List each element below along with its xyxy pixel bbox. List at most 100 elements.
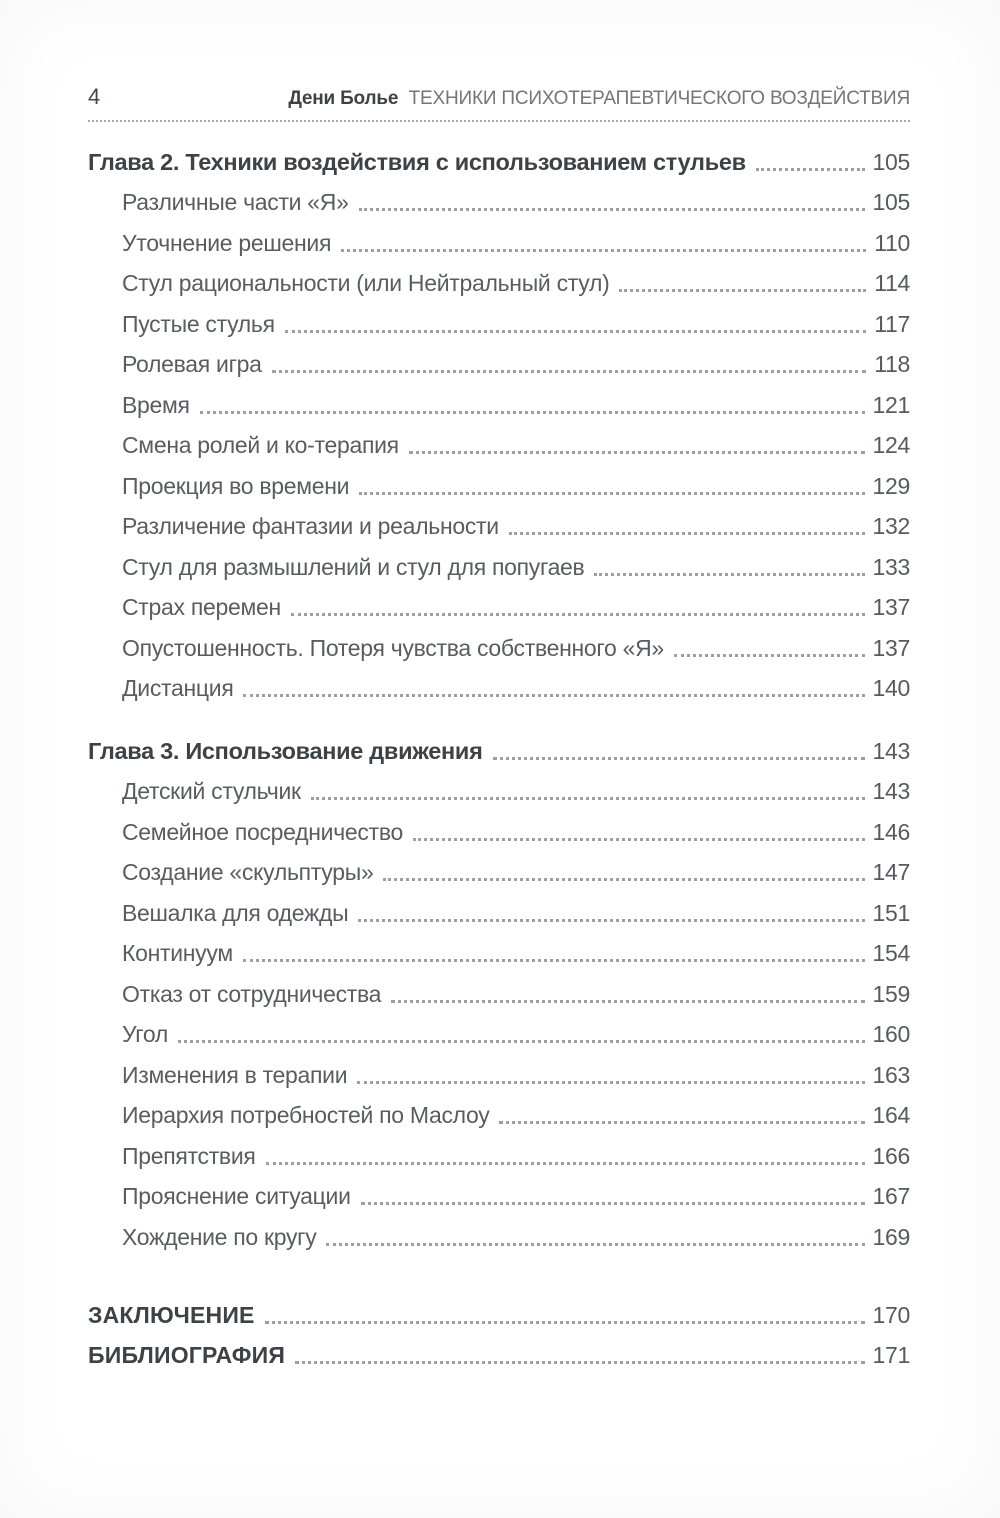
dot-leader: [199, 410, 865, 414]
toc-entry-page: 133: [872, 553, 911, 580]
toc-entry-title: Создание «скульптуры»: [122, 859, 374, 885]
toc-entry-page: 105: [872, 189, 911, 215]
toc-section-chapter-2: Глава 2. Техники воздействия с использов…: [88, 139, 910, 706]
toc-entry-page: 159: [872, 980, 911, 1007]
toc-entry-page: 118: [874, 351, 910, 377]
toc-entry-title: Иерархия потребностей по Маслоу: [122, 1102, 490, 1128]
toc-entry-page: 110: [874, 229, 910, 256]
toc-entry-page: 140: [872, 675, 911, 701]
dot-leader: [383, 878, 865, 881]
dot-leader: [594, 572, 865, 576]
toc-entry-page: 147: [872, 859, 911, 885]
running-head-book-title: ТЕХНИКИ ПСИХОТЕРАПЕВТИЧЕСКОГО ВОЗДЕЙСТВИ…: [408, 88, 911, 109]
toc-entry-page: 160: [872, 1021, 911, 1047]
toc-entry-page: 163: [872, 1061, 911, 1088]
toc-entry-page: 143: [872, 778, 911, 804]
dot-leader: [271, 370, 867, 373]
dot-leader: [358, 918, 865, 922]
toc-entry-title: Угол: [122, 1021, 168, 1047]
toc-entry-page: 117: [874, 310, 910, 337]
toc-entry-title: Континуум: [122, 940, 233, 966]
toc-entry-page: 132: [872, 513, 911, 539]
running-head-text: Дени Болье ТЕХНИКИ ПСИХОТЕРАПЕВТИЧЕСКОГО…: [288, 88, 910, 110]
toc-entry: Стул для размышлений и стул для попугаев…: [88, 544, 910, 585]
toc-entry-page: 151: [872, 899, 911, 926]
dot-leader: [177, 1040, 865, 1043]
toc-entry-page: 137: [872, 634, 911, 661]
dot-leader: [492, 756, 865, 760]
toc-entry-title: Детский стульчик: [122, 778, 301, 804]
toc-entry-page: 146: [872, 818, 911, 845]
toc-entry-title: Изменения в терапии: [122, 1061, 348, 1088]
toc-entry: Ролевая игра 118: [88, 342, 910, 383]
toc-entry-page: 167: [872, 1183, 911, 1209]
toc-entry-title: Проекция во времени: [122, 472, 350, 499]
toc-entry: Препятствия 166: [88, 1133, 910, 1174]
toc-entry: Детский стульчик 143: [88, 769, 910, 810]
toc-backmatter-row: БИБЛИОГРАФИЯ 171: [88, 1333, 910, 1373]
toc-entry: Иерархия потребностей по Маслоу 164: [88, 1093, 910, 1134]
dot-leader: [243, 694, 865, 697]
toc-entry-title: Страх перемен: [122, 594, 281, 620]
toc-entry-title: Время: [122, 391, 190, 418]
toc-entry-title: Различные части «Я»: [122, 189, 349, 215]
dot-leader: [326, 1242, 865, 1246]
toc-entry: Смена ролей и ко-терапия 124: [88, 423, 910, 464]
dot-leader: [310, 797, 865, 800]
dot-leader: [673, 653, 865, 657]
toc-entry: Семейное посредничество 146: [88, 809, 910, 850]
dot-leader: [359, 491, 865, 495]
dot-leader: [412, 837, 865, 841]
dot-leader: [284, 329, 867, 333]
toc-entry: Различение фантазии и реальности 132: [88, 504, 910, 545]
toc-entry: Время 121: [88, 382, 910, 423]
toc-backmatter-page: 171: [872, 1341, 911, 1368]
toc-entry-page: 124: [872, 432, 911, 458]
running-head: 4 Дени Болье ТЕХНИКИ ПСИХОТЕРАПЕВТИЧЕСКО…: [88, 84, 910, 110]
toc-chapter-title: Глава 2. Техники воздействия с использов…: [88, 148, 746, 175]
toc-entry: Дистанция 140: [88, 666, 910, 707]
toc-entry: Континуум 154: [88, 931, 910, 972]
dot-leader: [358, 208, 865, 211]
toc-entry-title: Ролевая игра: [122, 351, 262, 377]
dot-leader: [391, 999, 865, 1003]
toc-entry-title: Отказ от сотрудничества: [122, 980, 382, 1007]
toc-chapter-page: 105: [872, 148, 911, 175]
toc-back-matter: ЗАКЛЮЧЕНИЕ 170 БИБЛИОГРАФИЯ 171: [88, 1293, 910, 1373]
toc-section-chapter-3: Глава 3. Использование движения 143 Детс…: [88, 728, 910, 1255]
dot-leader: [499, 1121, 865, 1124]
dot-leader: [755, 167, 865, 171]
header-divider: [88, 120, 910, 122]
toc-backmatter-title: ЗАКЛЮЧЕНИЕ: [88, 1301, 255, 1328]
toc-entry: Стул рациональности (или Нейтральный сту…: [88, 261, 910, 302]
toc-entry-title: Семейное посредничество: [122, 818, 403, 845]
dot-leader: [264, 1320, 865, 1324]
toc-entry-page: 129: [872, 472, 911, 499]
toc-entry-page: 166: [872, 1142, 911, 1169]
dot-leader: [360, 1202, 865, 1205]
toc-entry-page: 154: [872, 940, 911, 966]
toc-entry: Проекция во времени 129: [88, 463, 910, 504]
dot-leader: [290, 613, 865, 616]
toc-entry-title: Опустошенность. Потеря чувства собственн…: [122, 634, 664, 661]
toc-entry-page: 114: [874, 270, 910, 296]
toc-entry-title: Различение фантазии и реальности: [122, 513, 499, 539]
toc-entry: Уточнение решения 110: [88, 220, 910, 261]
toc-entry: Прояснение ситуации 167: [88, 1174, 910, 1215]
toc-entry: Хождение по кругу 169: [88, 1214, 910, 1255]
dot-leader: [265, 1161, 865, 1165]
dot-leader: [295, 1360, 865, 1364]
toc-chapter-page: 143: [872, 737, 911, 764]
toc-entry-title: Уточнение решения: [122, 229, 332, 256]
dot-leader: [341, 248, 867, 252]
toc-entry: Страх перемен 137: [88, 585, 910, 626]
dot-leader: [357, 1080, 865, 1084]
dot-leader: [242, 959, 865, 962]
toc-entry: Отказ от сотрудничества 159: [88, 971, 910, 1012]
toc-entry-title: Стул рациональности (или Нейтральный сту…: [122, 270, 610, 296]
toc-entry-title: Пустые стулья: [122, 310, 275, 337]
toc-chapter-title: Глава 3. Использование движения: [88, 737, 483, 764]
dot-leader: [508, 532, 865, 535]
toc-entry-page: 137: [872, 594, 911, 620]
